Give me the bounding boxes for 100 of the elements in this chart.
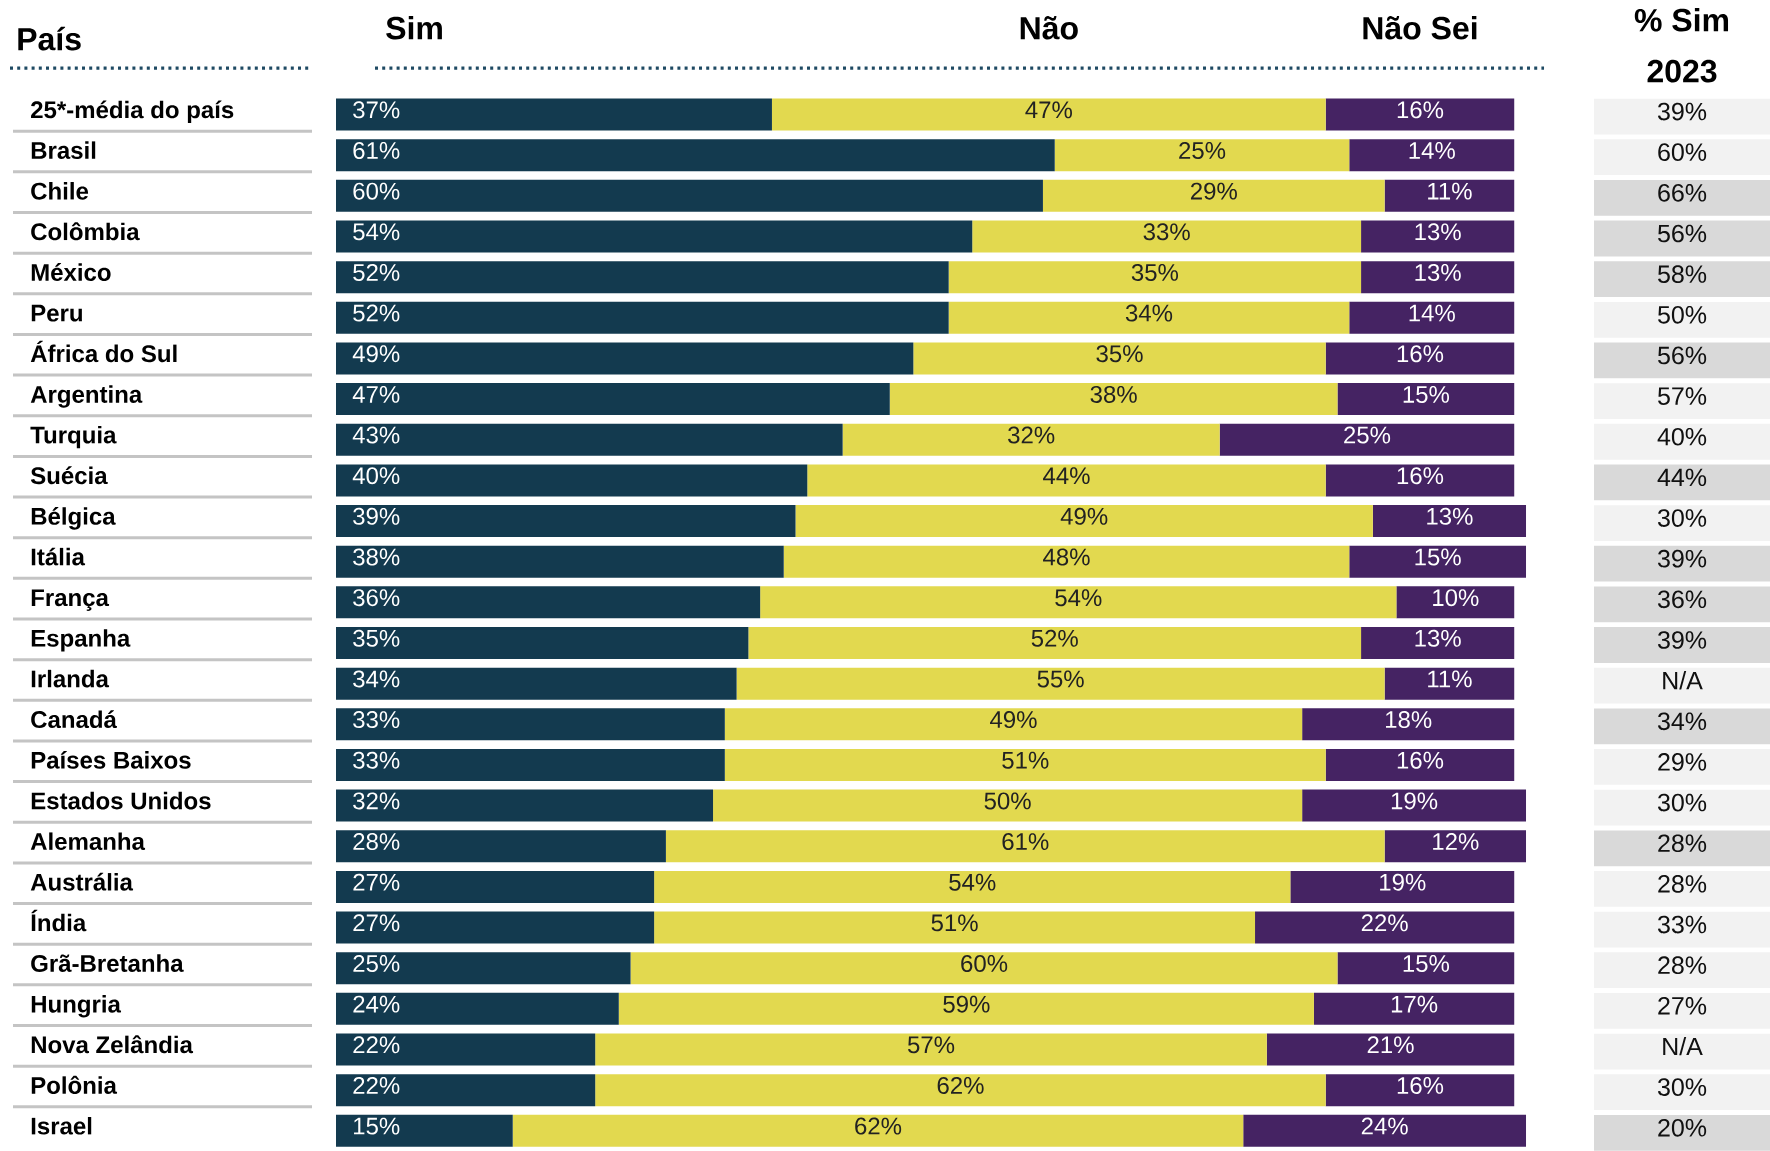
bar (1302, 708, 1515, 741)
data-label: 52% (353, 304, 400, 322)
bar (1243, 1114, 1527, 1147)
data-label: 61% (1002, 833, 1049, 851)
y-tick-label: Israel (31, 1116, 92, 1135)
data-label: 47% (1025, 101, 1072, 119)
text: 40% (1657, 427, 1707, 446)
data-label: 11% (1428, 670, 1472, 688)
bar (336, 545, 784, 578)
data-label: 14% (1409, 304, 1455, 322)
data-label: 24% (1361, 1117, 1408, 1135)
y-tick-label: Polônia (31, 1075, 118, 1094)
data-label: 35% (1131, 263, 1179, 281)
data-label: 12% (1433, 833, 1479, 850)
bar (1325, 1074, 1515, 1107)
data-label: 10% (1433, 589, 1479, 607)
data-label: 47% (352, 385, 400, 403)
bar (807, 464, 1326, 497)
data-label: 27% (353, 914, 400, 932)
y-tick-label: Alemanha (30, 832, 146, 851)
data-label: 62% (855, 1117, 902, 1135)
text: 66% (1658, 183, 1707, 202)
bar (1337, 383, 1515, 416)
bar (1384, 179, 1515, 212)
y-tick-label: 25*-média do país (31, 100, 234, 124)
text: 39% (1657, 631, 1707, 649)
data-label: 34% (1125, 304, 1173, 322)
data-label: 25% (1344, 426, 1391, 444)
text: 20% (1658, 1118, 1707, 1137)
data-label: 17% (1391, 995, 1438, 1013)
data-label: 35% (1096, 345, 1143, 363)
bar (336, 789, 714, 822)
y-tick-label: México (31, 263, 111, 281)
data-label: 19% (1391, 792, 1438, 810)
bar (336, 1114, 513, 1147)
data-label: 33% (353, 711, 400, 729)
data-label: 59% (943, 995, 990, 1013)
data-label: 29% (1190, 182, 1237, 200)
data-label: 35% (353, 629, 400, 647)
bar (654, 911, 1256, 944)
text: 39% (1657, 102, 1707, 121)
bar (336, 342, 914, 375)
bar (795, 505, 1373, 538)
data-label: 15% (1403, 955, 1450, 972)
bar (771, 98, 1326, 131)
data-label: 54% (353, 223, 400, 241)
data-label: 14% (1409, 142, 1455, 159)
series-label: Não (1020, 16, 1078, 40)
bar (724, 748, 1326, 781)
bar (336, 261, 949, 294)
bar (1349, 139, 1515, 172)
bar (630, 952, 1338, 985)
data-label: 16% (1397, 101, 1444, 119)
bar (1325, 464, 1515, 497)
data-label: 44% (1043, 467, 1090, 485)
text: 60% (1658, 143, 1707, 162)
y-tick-label: Hungria (31, 995, 122, 1018)
data-label: 49% (990, 711, 1037, 729)
bar (336, 98, 772, 131)
bar (1219, 423, 1515, 456)
bar (1349, 301, 1515, 334)
series-label: Não Sei (1363, 16, 1477, 40)
data-label: 37% (353, 101, 400, 119)
data-label: 13% (1415, 263, 1461, 281)
bar (336, 708, 725, 741)
data-label: 51% (931, 914, 978, 932)
bar (512, 1114, 1244, 1147)
data-label: 28% (353, 833, 400, 851)
data-label: 33% (1143, 223, 1190, 241)
data-label: 60% (353, 182, 400, 200)
data-label: 25% (1179, 141, 1226, 159)
text: % Sim (1634, 8, 1729, 32)
bar (336, 464, 808, 497)
bar (1325, 98, 1515, 131)
text: 50% (1658, 305, 1707, 324)
bar (713, 789, 1303, 822)
series-label: Sim (386, 16, 442, 40)
data-label: 16% (1397, 1076, 1444, 1094)
bar (1266, 1033, 1515, 1066)
bar (336, 992, 619, 1025)
data-label: 51% (1002, 751, 1049, 769)
bar (654, 870, 1291, 903)
data-label: 40% (352, 467, 400, 485)
y-tick-label: Itália (31, 547, 86, 566)
data-label: 22% (353, 1036, 400, 1054)
bar (336, 383, 890, 416)
y-tick-label: Argentina (30, 385, 143, 408)
text: 58% (1658, 265, 1707, 283)
y-tick-label: Suécia (30, 466, 108, 485)
y-tick-label: Grã-Bretanha (31, 954, 184, 972)
data-label: 50% (984, 792, 1031, 810)
data-label: 11% (1428, 182, 1472, 200)
bar (1337, 952, 1515, 985)
y-tick-label: Bélgica (31, 507, 116, 530)
data-label: 16% (1397, 345, 1444, 363)
bar (748, 626, 1362, 659)
bar (665, 830, 1385, 863)
text: 29% (1658, 753, 1707, 771)
data-label: 25% (353, 954, 400, 972)
bar (1396, 586, 1515, 619)
